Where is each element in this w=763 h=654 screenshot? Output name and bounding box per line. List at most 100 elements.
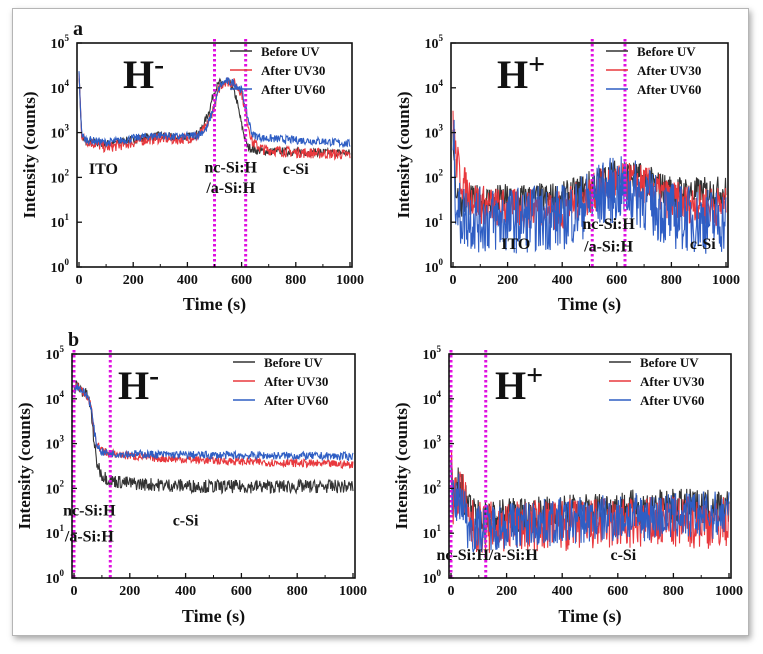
y-tick-label: 102	[423, 478, 442, 497]
legend-entry: Before UV	[261, 44, 320, 59]
series-line-after-uv60	[73, 383, 354, 462]
y-tick-label: 100	[423, 568, 442, 587]
y-tick-label: 104	[46, 389, 65, 408]
ion-title-charge: -	[154, 48, 164, 81]
panel-label: b	[68, 329, 79, 351]
x-tick-label: 200	[123, 273, 144, 288]
legend-entry: Before UV	[264, 355, 323, 370]
y-tick-base: 10	[46, 527, 60, 542]
y-tick-exponent: 4	[60, 389, 65, 399]
y-tick-base: 10	[51, 82, 65, 97]
y-tick-base: 10	[425, 216, 439, 231]
ion-title-main: H	[495, 363, 526, 408]
legend-entry: After UV60	[640, 393, 704, 408]
y-tick-exponent: 2	[65, 167, 70, 177]
x-axis-label: Time (s)	[183, 294, 246, 315]
x-tick-label: 600	[231, 584, 252, 599]
ion-title-charge: +	[526, 359, 543, 392]
series-line-after-uv30	[450, 452, 730, 553]
y-tick-label: 104	[51, 78, 70, 97]
x-tick-label: 400	[552, 584, 573, 599]
x-tick-label: 600	[606, 273, 627, 288]
x-axis-label: Time (s)	[182, 606, 245, 627]
y-tick-base: 10	[423, 482, 437, 497]
y-tick-exponent: 0	[439, 257, 444, 267]
y-tick-label: 103	[46, 434, 65, 453]
region-annotation: c-Si	[173, 512, 199, 529]
legend-entry: After UV30	[637, 63, 701, 78]
region-annotation: nc-Si:H	[63, 502, 116, 519]
y-tick-label: 101	[423, 523, 442, 542]
y-tick-label: 104	[423, 389, 442, 408]
y-tick-exponent: 3	[439, 123, 444, 133]
y-tick-label: 101	[425, 212, 444, 231]
legend-entry: Before UV	[637, 44, 696, 59]
chart-panel-1: 0 200 400 600 800 1000100101102103104105Time …	[20, 18, 364, 315]
y-tick-label: 102	[51, 167, 70, 186]
y-tick-label: 100	[425, 257, 444, 276]
y-tick-base: 10	[423, 527, 437, 542]
series-line-before-uv	[73, 380, 354, 495]
y-axis-label: Intensity (counts)	[392, 402, 411, 529]
region-annotation: /a-Si:H	[583, 239, 633, 256]
x-tick-label: 0	[76, 273, 83, 288]
y-tick-label: 102	[46, 478, 65, 497]
ion-title-main: H	[497, 52, 528, 97]
x-tick-label: 400	[552, 273, 573, 288]
ion-title: H-	[123, 48, 164, 97]
y-tick-base: 10	[425, 37, 439, 52]
y-tick-exponent: 4	[437, 389, 442, 399]
y-tick-exponent: 5	[439, 33, 444, 43]
y-tick-exponent: 0	[60, 568, 65, 578]
x-tick-label: 0	[448, 584, 455, 599]
region-annotation: nc-Si:H	[582, 216, 635, 233]
y-axis-label: Intensity (counts)	[394, 91, 413, 218]
y-tick-base: 10	[425, 82, 439, 97]
ion-title: H+	[497, 48, 545, 97]
y-tick-exponent: 4	[65, 78, 70, 88]
x-tick-label: 200	[497, 273, 518, 288]
y-tick-exponent: 1	[437, 523, 442, 533]
x-tick-label: 1000	[336, 273, 364, 288]
series-line-after-uv60	[452, 119, 727, 254]
legend-entry: After UV60	[261, 82, 325, 97]
y-tick-exponent: 2	[437, 478, 442, 488]
y-tick-exponent: 1	[60, 523, 65, 533]
chart-panel-3: 0 200 400 600 800 1000100101102103104105Time …	[15, 329, 367, 627]
y-tick-label: 105	[51, 33, 70, 52]
region-annotation: /a-Si:H	[205, 180, 255, 197]
y-tick-base: 10	[46, 438, 60, 453]
y-tick-exponent: 4	[439, 78, 444, 88]
ion-title-charge: -	[149, 359, 159, 392]
chart-panel-4: 0 200 400 600 800 1000100101102103104105Time …	[392, 344, 743, 627]
x-tick-label: 1000	[712, 273, 740, 288]
y-tick-exponent: 3	[60, 434, 65, 444]
region-annotation: c-Si	[690, 236, 716, 253]
y-axis-label: Intensity (counts)	[15, 402, 34, 529]
y-tick-base: 10	[51, 171, 65, 186]
x-axis-label: Time (s)	[558, 606, 621, 627]
legend-entry: After UV60	[264, 393, 328, 408]
y-tick-exponent: 0	[437, 568, 442, 578]
x-tick-label: 400	[175, 584, 196, 599]
y-tick-base: 10	[51, 37, 65, 52]
y-tick-exponent: 0	[65, 257, 70, 267]
y-tick-label: 103	[425, 123, 444, 142]
y-tick-exponent: 2	[439, 167, 444, 177]
y-tick-base: 10	[46, 572, 60, 587]
x-tick-label: 800	[287, 584, 308, 599]
legend-entry: After UV30	[264, 374, 328, 389]
x-tick-label: 800	[285, 273, 306, 288]
y-tick-label: 103	[51, 123, 70, 142]
x-tick-label: 600	[231, 273, 252, 288]
ion-title-main: H	[123, 52, 154, 97]
y-tick-exponent: 2	[60, 478, 65, 488]
y-tick-base: 10	[51, 127, 65, 142]
region-annotation: ITO	[501, 236, 530, 253]
y-tick-label: 105	[46, 344, 65, 363]
y-tick-base: 10	[423, 348, 437, 363]
x-tick-label: 800	[661, 273, 682, 288]
region-annotation: ITO	[89, 161, 118, 178]
ion-title-charge: +	[528, 48, 545, 81]
